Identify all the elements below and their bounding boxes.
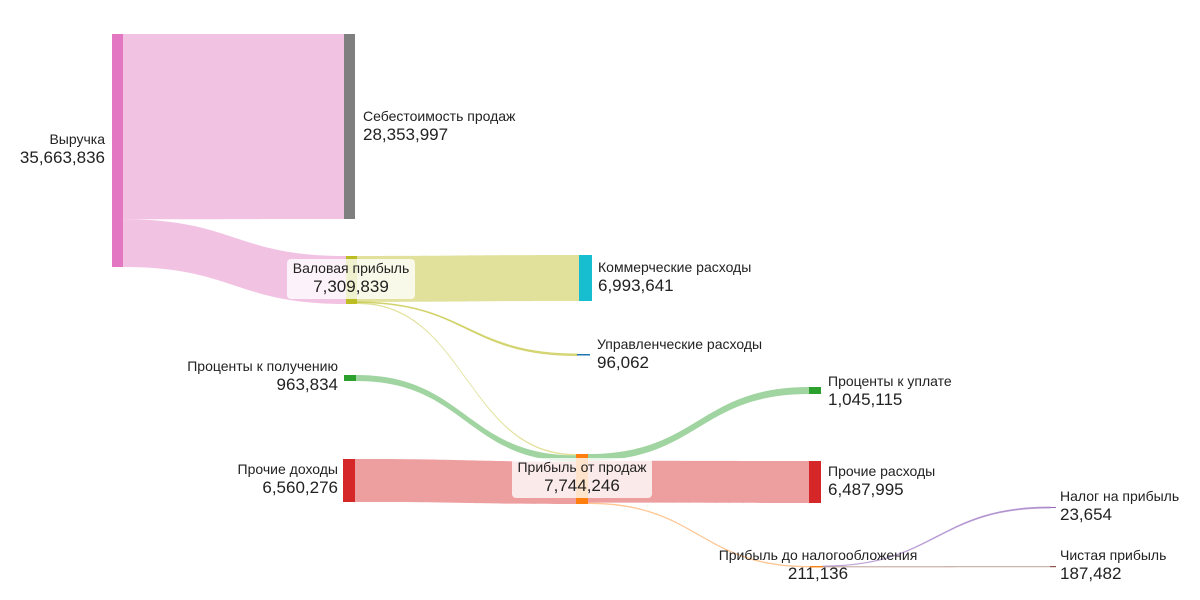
label-interest-paid-value: 1,045,115 [828, 389, 903, 409]
sankey-node-tax[interactable] [1050, 507, 1056, 508]
label-revenue-value: 35,663,836 [19, 147, 105, 167]
sankey-node-other_exp[interactable] [809, 461, 821, 503]
label-interest-received-name: Проценты к получению [187, 358, 338, 374]
sankey-link-pretax-to-net [823, 566, 1050, 568]
label-gross-profit: Валовая прибыль 7,309,839 [287, 259, 415, 299]
label-commercial: Коммерческие расходы 6,993,641 [598, 259, 752, 295]
label-other-expenses-value: 6,487,995 [828, 479, 904, 499]
label-interest-paid-name: Проценты к уплате [828, 373, 952, 389]
sankey-node-admin[interactable] [577, 354, 590, 356]
label-other-income-name: Прочие доходы [237, 461, 338, 477]
sankey-link-int_recv-to-op_profit [356, 375, 576, 462]
sankey-node-int_pay[interactable] [809, 387, 821, 394]
label-admin-name: Управленческие расходы [597, 336, 763, 352]
label-other-expenses: Прочие расходы 6,487,995 [828, 463, 936, 499]
sankey-node-commercial[interactable] [579, 255, 592, 301]
sankey-node-pretax[interactable] [810, 566, 823, 568]
label-operating-profit: Прибыль от продаж 7,744,246 [512, 458, 652, 498]
label-interest-received-value: 963,834 [276, 374, 338, 394]
sankey-link-op_profit-to-pretax [588, 502, 810, 568]
label-admin-value: 96,062 [597, 352, 649, 372]
label-cogs: Себестоимость продаж 28,353,997 [363, 108, 516, 144]
sankey-link-gross-to-op_profit [357, 302, 576, 456]
sankey-link-revenue-to-cogs [123, 34, 344, 220]
label-admin: Управленческие расходы 96,062 [597, 336, 763, 372]
sankey-node-net[interactable] [1050, 566, 1056, 568]
label-pretax-profit-name: Прибыль до налогообложения [718, 547, 918, 563]
label-other-income-value: 6,560,276 [262, 477, 338, 497]
label-commercial-name: Коммерческие расходы [598, 259, 752, 275]
label-pretax-profit-value: 211,136 [787, 563, 849, 583]
label-gross-profit-name: Валовая прибыль [292, 260, 410, 276]
label-other-income: Прочие доходы 6,560,276 [237, 461, 338, 497]
label-cogs-value: 28,353,997 [363, 124, 449, 144]
label-operating-profit-value: 7,744,246 [544, 475, 620, 495]
label-net-profit-value: 187,482 [1060, 563, 1122, 583]
label-cogs-name: Себестоимость продаж [363, 108, 516, 124]
label-pretax-profit: Прибыль до налогообложения 211,136 [712, 547, 924, 583]
label-income-tax: Налог на прибыль 23,654 [1060, 488, 1180, 524]
label-net-profit: Чистая прибыль 187,482 [1060, 547, 1167, 583]
label-gross-profit-value: 7,309,839 [313, 276, 389, 296]
label-interest-received: Проценты к получению 963,834 [187, 358, 338, 394]
label-commercial-value: 6,993,641 [598, 275, 674, 295]
label-interest-paid: Проценты к уплате 1,045,115 [828, 373, 952, 409]
label-revenue: Выручка 35,663,836 [19, 131, 105, 167]
sankey-node-revenue[interactable] [112, 34, 123, 267]
label-operating-profit-name: Прибыль от продаж [517, 459, 647, 475]
label-revenue-name: Выручка [49, 131, 105, 147]
label-net-profit-name: Чистая прибыль [1060, 547, 1167, 563]
label-income-tax-name: Налог на прибыль [1060, 488, 1180, 504]
sankey-node-cogs[interactable] [344, 34, 355, 219]
sankey-node-other_inc[interactable] [343, 459, 355, 502]
label-other-expenses-name: Прочие расходы [828, 463, 936, 479]
label-income-tax-value: 23,654 [1060, 504, 1112, 524]
sankey-link-op_profit-to-int_pay [588, 387, 809, 461]
sankey-link-gross-to-admin [356, 301, 578, 357]
sankey-node-int_recv[interactable] [344, 375, 356, 381]
